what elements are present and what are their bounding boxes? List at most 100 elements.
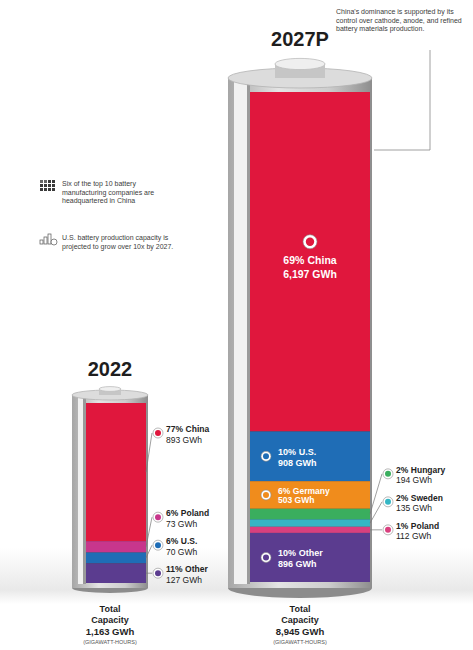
stack-segment <box>250 92 370 431</box>
flag-icon <box>383 469 393 479</box>
series-name: Other <box>185 564 208 574</box>
total-bar <box>250 92 370 582</box>
stack-marks <box>86 403 146 583</box>
series-name: Sweden <box>411 493 443 503</box>
total-bar <box>86 403 146 583</box>
series-name: Other <box>299 548 324 558</box>
value-label: 135 GWh <box>396 503 432 513</box>
flag-icon <box>261 552 271 562</box>
terminal-top <box>275 58 325 69</box>
segment-labels: 69%China6,197 GWh10%U.S.908 GWh6%Germany… <box>261 235 446 570</box>
segment-label: 6%Germany <box>278 486 330 496</box>
percent-label: 6% <box>278 486 291 496</box>
flag-icon <box>261 490 271 500</box>
stack-segment <box>86 541 146 552</box>
flag-icon <box>383 525 393 535</box>
annotation: China's dominance is supported by itscon… <box>336 8 462 33</box>
segment-label: 11%Other <box>166 564 208 574</box>
icon-square <box>52 188 55 191</box>
segment-label: 69%China <box>283 254 336 266</box>
total-label: 8,945 GWh <box>276 626 325 637</box>
icon-circle <box>51 239 57 245</box>
flag-icon <box>383 497 393 507</box>
flag-icon <box>153 428 163 438</box>
icon-square <box>44 188 47 191</box>
flag-icon <box>153 568 163 578</box>
battery-shell <box>228 78 372 598</box>
leader-line <box>146 573 152 574</box>
segment-label: 2%Sweden <box>396 493 443 503</box>
stack-segment <box>250 431 370 481</box>
segment-label: 77%China <box>166 424 209 434</box>
stack-segment <box>250 527 370 533</box>
annotation-line: projected to grow over 10x by 2027. <box>62 243 173 251</box>
percent-label: 6% <box>166 536 179 546</box>
chart-title: 2027P <box>271 28 329 50</box>
series-name: U.S. <box>299 447 317 457</box>
stack-segment <box>250 533 370 582</box>
shell-inner-edge <box>83 395 86 584</box>
series-name: U.S. <box>181 536 198 546</box>
value-label: 503 GWh <box>278 495 314 505</box>
segment-label: 2%Hungary <box>396 465 446 475</box>
segment-labels: 77%China893 GWh6%Poland73 GWh6%U.S.70 GW… <box>146 424 209 585</box>
total-block: TotalCapacity8,945 GWh(GIGAWATT-HOURS) <box>273 604 327 645</box>
terminal-top <box>99 387 121 392</box>
segment-label: 1%Poland <box>396 521 439 531</box>
percent-label: 11% <box>166 564 183 574</box>
series-name: Germany <box>293 486 330 496</box>
value-label: 893 GWh <box>166 435 202 445</box>
icon-square <box>52 180 55 183</box>
icon-square <box>40 188 43 191</box>
total-label: 1,163 GWh <box>86 626 135 637</box>
percent-label: 69% <box>283 254 305 266</box>
leader-line <box>146 433 152 472</box>
value-label: 896 GWh <box>278 559 317 569</box>
total-block: TotalCapacity1,163 GWh(GIGAWATT-HOURS) <box>83 604 137 645</box>
value-label: 112 GWh <box>396 531 432 541</box>
segment-label: 10%Other <box>278 548 323 558</box>
series-name: China <box>186 424 210 434</box>
battery-top <box>72 387 148 400</box>
shell-inner-edge <box>247 78 250 584</box>
segment-label: 6%Poland <box>166 508 209 518</box>
stack-segment <box>250 481 370 509</box>
leader-line <box>146 517 152 547</box>
total-title: TotalCapacity <box>281 604 319 625</box>
leader-line <box>370 502 382 523</box>
value-label: 6,197 GWh <box>283 268 337 280</box>
flag-icon-center <box>306 238 314 246</box>
annotation-line: headquartered in China <box>62 197 135 205</box>
icon-square <box>52 184 55 187</box>
segment-label: 10%U.S. <box>278 447 316 457</box>
flag-icon-center <box>385 499 391 505</box>
leader-line <box>370 529 382 530</box>
flag-icon-center <box>385 471 391 477</box>
shell-body <box>72 395 148 588</box>
value-label: 70 GWh <box>166 547 197 557</box>
battery-infographic: 202277%China893 GWh6%Poland73 GWh6%U.S.7… <box>0 0 473 650</box>
annotation-line: Six of the top 10 battery <box>62 180 136 188</box>
icon-square <box>48 188 51 191</box>
percent-label: 2% <box>396 493 409 503</box>
flag-icon-center <box>155 542 161 548</box>
icon-square <box>40 184 43 187</box>
segment-label: 6%U.S. <box>166 536 197 546</box>
total-title-line: Capacity <box>281 615 319 625</box>
battery-shell <box>72 395 148 593</box>
shell-inner-layer <box>78 395 83 584</box>
leader-line <box>370 474 382 514</box>
shell-body <box>228 78 372 588</box>
icon-bar <box>44 237 47 244</box>
annotation-line: U.S. battery production capacity is <box>62 234 169 242</box>
flag-icon-center <box>155 430 161 436</box>
annotation-line: control over cathode, anode, and refined <box>336 17 462 24</box>
series-name: Poland <box>411 521 439 531</box>
flag-icon-center <box>263 453 269 459</box>
flag-icon-center <box>263 492 269 498</box>
flag-icon-center <box>155 514 161 520</box>
icon-bar <box>40 240 43 244</box>
total-title: TotalCapacity <box>91 604 129 625</box>
stack-marks <box>250 92 370 582</box>
annotation-bracket <box>374 50 430 150</box>
